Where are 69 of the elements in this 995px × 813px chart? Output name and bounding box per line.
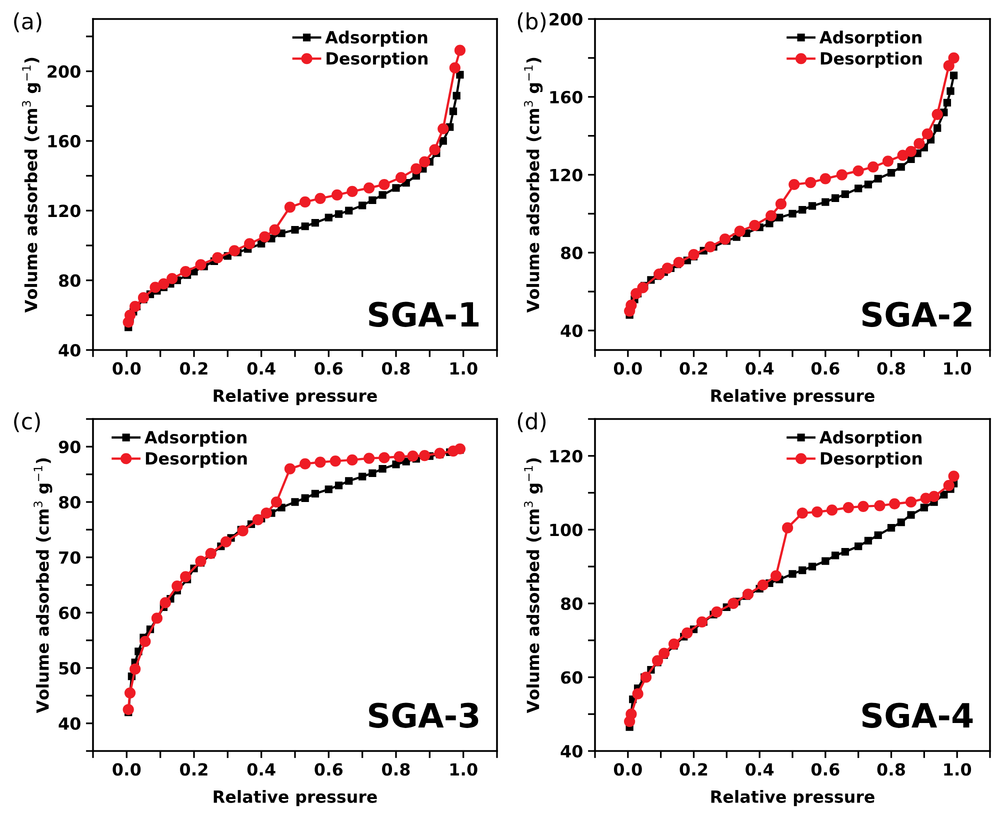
y-tick-label: 160: [550, 90, 582, 104]
y-tick-label: 40: [560, 324, 582, 338]
x-tick-label: 1.0: [450, 763, 478, 776]
x-tick-label: 0.2: [180, 763, 208, 776]
x-tick-label: 0.2: [680, 362, 708, 375]
x-axis-title: Relative pressure: [711, 389, 874, 406]
x-tick-label: 0.8: [877, 362, 905, 375]
y-tick-label: 80: [59, 496, 80, 509]
annotation: SGA-2: [862, 302, 972, 327]
legend-label: Adsorption: [325, 30, 428, 47]
y-tick-label: 40: [58, 717, 80, 730]
y-tick-label: 70: [59, 551, 80, 564]
x-axis-title: Relative pressure: [214, 389, 377, 406]
x-tick-label: 0.6: [314, 362, 343, 375]
y-tick-label: 80: [59, 274, 80, 287]
legend-label: Desorption: [146, 452, 247, 468]
x-tick-label: 0.0: [112, 362, 141, 375]
y-tick-label: 60: [561, 671, 582, 684]
annotation: SGA-3: [369, 702, 478, 728]
y-tick-label: 60: [59, 606, 80, 620]
y-tick-label: 40: [560, 744, 582, 758]
y-axis-title: Volume adsorbed (cm$^{3}$ g$^{−1}$): [524, 458, 543, 714]
y-tick-label: 120: [48, 204, 80, 218]
y-tick-label: 120: [550, 168, 582, 182]
x-tick-label: 0.4: [247, 763, 276, 776]
x-tick-label: 0.2: [680, 763, 708, 776]
chart-title: (d): [518, 412, 546, 432]
y-tick-label: 200: [550, 12, 582, 26]
annotation: SGA-1: [369, 302, 479, 327]
annotation: SGA-4: [862, 702, 973, 728]
x-tick-label: 0.4: [746, 362, 774, 375]
x-tick-label: 0.8: [877, 763, 905, 776]
x-tick-label: 0.0: [614, 763, 642, 776]
x-tick-label: 0.0: [614, 362, 642, 375]
legend-label: Adsorption: [144, 430, 246, 447]
y-axis-title: Volume adsorbed (cm$^{3}$ g$^{−1}$): [34, 458, 52, 714]
y-tick-label: 40: [58, 344, 80, 357]
chart-title: (c): [14, 412, 40, 432]
x-tick-label: 0.2: [180, 362, 208, 375]
y-tick-label: 160: [48, 134, 80, 148]
y-tick-label: 50: [59, 662, 80, 675]
y-tick-label: 80: [561, 597, 582, 610]
y-axis-title: Volume adsorbed (cm$^{3}$ g$^{−1}$): [524, 58, 543, 313]
x-tick-label: 0.6: [811, 362, 840, 375]
chart-title: (a): [14, 12, 42, 32]
legend-label: Desorption: [820, 52, 922, 68]
legend-label: Adsorption: [819, 430, 922, 447]
x-axis-title: Relative pressure: [711, 790, 874, 806]
legend-label: Desorption: [820, 452, 922, 468]
y-axis-title: Volume adsorbed (cm$^{3}$ g$^{−1}$): [22, 58, 41, 313]
y-tick-label: 200: [48, 65, 80, 78]
x-tick-label: 0.8: [382, 362, 410, 375]
legend-label: Adsorption: [819, 30, 922, 47]
x-tick-label: 0.4: [247, 362, 276, 375]
x-tick-label: 0.0: [112, 763, 141, 776]
x-tick-label: 1.0: [944, 763, 972, 776]
x-tick-label: 1.0: [944, 362, 972, 375]
y-tick-label: 80: [561, 246, 582, 260]
x-tick-label: 0.6: [811, 763, 840, 776]
x-tick-label: 0.4: [746, 763, 774, 776]
x-tick-label: 1.0: [450, 362, 478, 375]
chart-title: (b): [518, 12, 546, 32]
y-tick-label: 120: [550, 450, 582, 462]
x-tick-label: 0.6: [314, 763, 343, 776]
legend-label: Desorption: [326, 52, 428, 68]
x-tick-label: 0.8: [382, 763, 410, 776]
x-axis-title: Relative pressure: [214, 790, 377, 806]
y-tick-label: 90: [58, 440, 80, 454]
y-tick-label: 100: [550, 524, 582, 536]
